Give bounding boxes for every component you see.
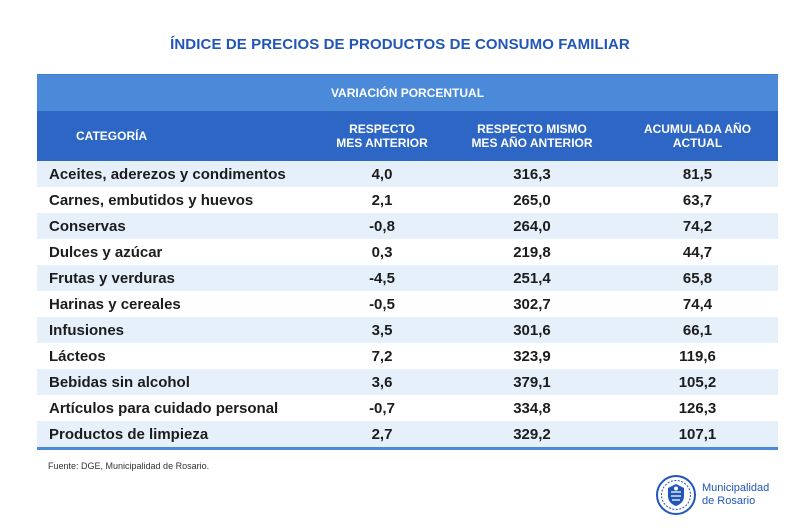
cell-category: Artículos para cuidado personal xyxy=(49,399,279,417)
column-header-line: RESPECTO xyxy=(349,122,415,136)
table-row: Artículos para cuidado personal -0,7 334,8… xyxy=(37,395,778,421)
table-row: Carnes, embutidos y huevos 2,1 265,0 63,7 xyxy=(37,187,778,213)
cell-mes-anterior: 2,7 xyxy=(371,425,393,443)
table-row: Aceites, aderezos y condimentos 4,0 316,3 8… xyxy=(37,161,778,187)
table-row: Frutas y verduras -4,5 251,4 65,8 xyxy=(37,265,778,291)
table-row: Harinas y cereales -0,5 302,7 74,4 xyxy=(37,291,778,317)
cell-mes-ano-anterior: 302,7 xyxy=(513,295,551,313)
cell-acumulada: 105,2 xyxy=(678,373,717,391)
logo-line: de Rosario xyxy=(702,495,756,507)
cell-category: Conservas xyxy=(49,217,126,235)
cell-acumulada: 107,1 xyxy=(678,425,717,443)
table-row: Lácteos 7,2 323,9 119,6 xyxy=(37,343,778,369)
cell-mes-ano-anterior: 251,4 xyxy=(513,269,551,287)
cell-mes-ano-anterior: 329,2 xyxy=(513,425,551,443)
column-header-line: MES ANTERIOR xyxy=(336,136,428,150)
cell-category: Productos de limpieza xyxy=(49,425,209,443)
cell-mes-ano-anterior: 316,3 xyxy=(513,165,551,183)
cell-mes-ano-anterior: 323,9 xyxy=(513,347,551,365)
table-row: Conservas -0,8 264,0 74,2 xyxy=(37,213,778,239)
page-title: ÍNDICE DE PRECIOS DE PRODUCTOS DE CONSUM… xyxy=(170,36,630,53)
cell-category: Frutas y verduras xyxy=(49,269,175,287)
logo-line: Municipalidad xyxy=(702,482,770,494)
cell-mes-anterior: 0,3 xyxy=(371,243,393,261)
column-header-mes-ano-anterior: RESPECTO MISMO MES AÑO ANTERIOR xyxy=(447,122,617,150)
price-index-table: VARIACIÓN PORCENTUAL CATEGORÍA RESPECTO … xyxy=(37,74,778,450)
cell-mes-ano-anterior: 219,8 xyxy=(513,243,551,261)
column-header-mes-anterior: RESPECTO MES ANTERIOR xyxy=(317,122,447,150)
municipalidad-logo: Municipalidad de Rosario xyxy=(655,474,769,516)
column-header-line: MES AÑO ANTERIOR xyxy=(471,136,593,150)
column-header-category: CATEGORÍA xyxy=(76,129,148,143)
cell-mes-anterior: 4,0 xyxy=(371,165,393,183)
cell-mes-anterior: 2,1 xyxy=(371,191,393,209)
cell-mes-anterior: -0,5 xyxy=(369,295,395,313)
cell-acumulada: 66,1 xyxy=(682,321,713,339)
column-header-row: CATEGORÍA RESPECTO MES ANTERIOR RESPECTO… xyxy=(37,111,778,161)
cell-mes-anterior: -0,8 xyxy=(369,217,395,235)
cell-acumulada: 81,5 xyxy=(682,165,713,183)
cell-acumulada: 74,4 xyxy=(682,295,713,313)
cell-category: Dulces y azúcar xyxy=(49,243,163,261)
cell-acumulada: 126,3 xyxy=(678,399,717,417)
cell-mes-anterior: -4,5 xyxy=(369,269,395,287)
cell-acumulada: 65,8 xyxy=(682,269,713,287)
group-header: VARIACIÓN PORCENTUAL xyxy=(37,74,778,111)
cell-mes-anterior: 7,2 xyxy=(371,347,393,365)
cell-category: Lácteos xyxy=(49,347,106,365)
cell-mes-ano-anterior: 265,0 xyxy=(513,191,551,209)
cell-mes-ano-anterior: 301,6 xyxy=(513,321,551,339)
cell-category: Aceites, aderezos y condimentos xyxy=(49,165,286,183)
cell-category: Harinas y cereales xyxy=(49,295,181,313)
logo-text: Municipalidad de Rosario xyxy=(702,482,769,508)
source-note: Fuente: DGE, Municipalidad de Rosario. xyxy=(48,461,210,471)
cell-mes-ano-anterior: 379,1 xyxy=(513,373,551,391)
cell-acumulada: 74,2 xyxy=(682,217,713,235)
cell-mes-anterior: 3,6 xyxy=(371,373,393,391)
table-row: Productos de limpieza 2,7 329,2 107,1 xyxy=(37,421,778,447)
table-bottom-rule xyxy=(37,447,778,450)
column-header-line: RESPECTO MISMO xyxy=(477,122,587,136)
table-row: Bebidas sin alcohol 3,6 379,1 105,2 xyxy=(37,369,778,395)
cell-mes-anterior: -0,7 xyxy=(369,399,395,417)
column-header-line: ACUMULADA AÑO xyxy=(643,122,752,136)
cell-category: Carnes, embutidos y huevos xyxy=(49,191,254,209)
cell-category: Bebidas sin alcohol xyxy=(49,373,190,391)
column-header-line: ACTUAL xyxy=(672,136,723,150)
table-row: Infusiones 3,5 301,6 66,1 xyxy=(37,317,778,343)
cell-mes-ano-anterior: 264,0 xyxy=(513,217,551,235)
column-header-acumulada: ACUMULADA AÑO ACTUAL xyxy=(617,122,778,150)
table-body: Aceites, aderezos y condimentos 4,0 316,3 8… xyxy=(37,161,778,447)
cell-mes-ano-anterior: 334,8 xyxy=(513,399,551,417)
cell-category: Infusiones xyxy=(49,321,125,339)
cell-mes-anterior: 3,5 xyxy=(371,321,393,339)
cell-acumulada: 44,7 xyxy=(682,243,713,261)
cell-acumulada: 119,6 xyxy=(679,347,716,365)
rosario-seal-icon xyxy=(656,475,696,515)
table-row: Dulces y azúcar 0,3 219,8 44,7 xyxy=(37,239,778,265)
cell-acumulada: 63,7 xyxy=(682,191,713,209)
